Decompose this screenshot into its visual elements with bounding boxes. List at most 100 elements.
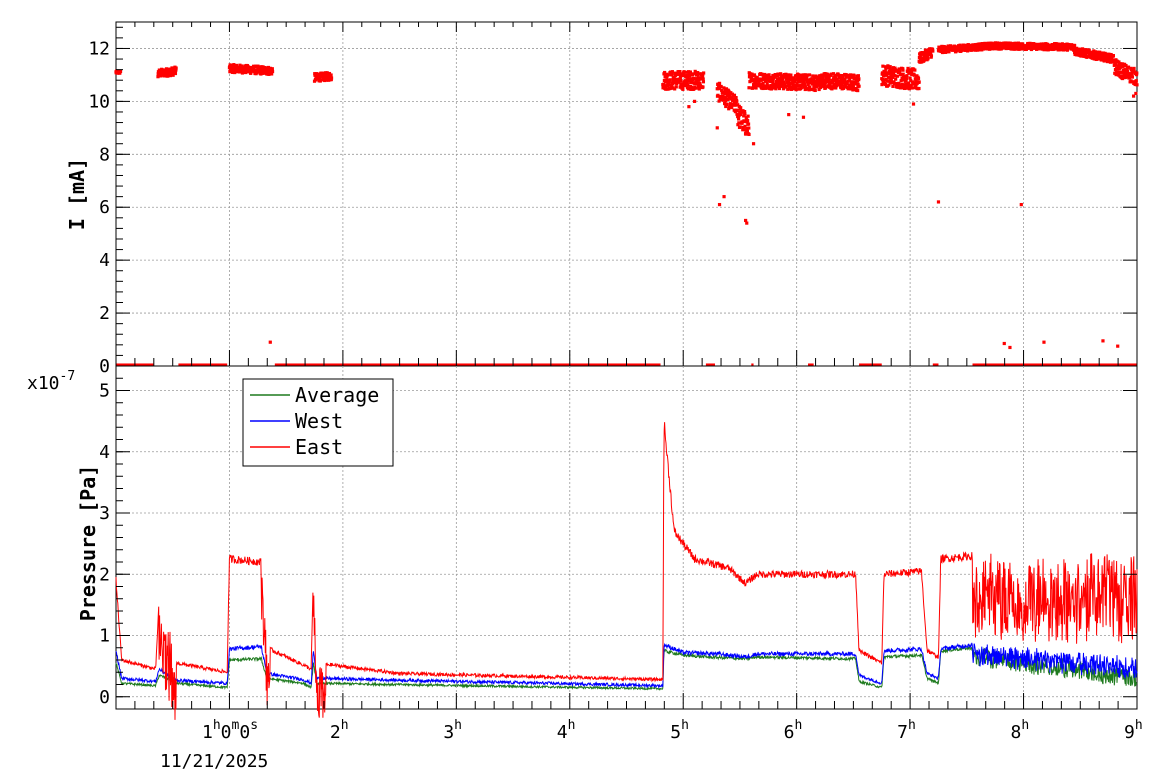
current-point: [732, 93, 737, 97]
current-point: [1114, 71, 1118, 75]
current-point: [167, 72, 171, 76]
current-point: [329, 76, 334, 80]
current-point: [260, 68, 264, 72]
current-point: [173, 71, 178, 76]
x-axis-date: 11/21/2025: [160, 751, 268, 772]
current-point: [327, 71, 332, 76]
current-point: [724, 96, 728, 100]
current-point: [764, 79, 768, 83]
current-point: [730, 97, 734, 101]
current-point: [257, 70, 261, 74]
current-point: [910, 80, 915, 84]
current-point: [787, 113, 791, 117]
current-point: [810, 87, 814, 92]
current-point: [329, 73, 333, 77]
current-point: [670, 73, 674, 77]
current-point: [857, 77, 861, 81]
current-point: [686, 83, 690, 87]
current-point: [664, 87, 668, 91]
current-point: [268, 340, 272, 344]
current-point: [795, 81, 799, 85]
current-point: [1016, 41, 1021, 45]
current-point: [747, 86, 751, 90]
x-tick-label: 4h: [557, 718, 576, 743]
current-point: [734, 96, 738, 100]
current-point: [822, 84, 826, 89]
current-point: [1119, 74, 1124, 78]
current-point: [720, 91, 725, 95]
current-point: [1101, 339, 1105, 343]
current-point: [817, 87, 821, 92]
current-point: [1077, 50, 1081, 54]
current-point: [1130, 75, 1135, 79]
current-point: [715, 126, 719, 130]
current-point: [925, 53, 929, 57]
current-point: [783, 82, 787, 86]
pressure-panel: 0 1 2 3 4 5 x10-7 Pressure [Pa]: [27, 365, 1138, 720]
current-point: [1135, 83, 1139, 87]
current-point: [894, 77, 898, 81]
current-point: [1021, 42, 1025, 46]
current-point: [851, 83, 855, 87]
current-point: [747, 126, 751, 130]
current-point: [716, 93, 720, 97]
current-point: [1042, 340, 1046, 344]
current-point: [678, 74, 683, 78]
y-tick-label: 4: [99, 442, 110, 463]
current-point: [1124, 75, 1128, 79]
current-point: [1008, 345, 1012, 350]
current-point: [898, 83, 902, 87]
current-point: [902, 86, 907, 91]
y-tick-label: 10: [88, 91, 110, 112]
current-point: [743, 112, 747, 116]
current-point: [818, 74, 822, 78]
y-tick-label: 0: [99, 687, 110, 708]
current-point: [767, 75, 771, 79]
current-point: [671, 81, 675, 85]
current-point: [854, 82, 858, 86]
current-point: [700, 75, 705, 79]
current-point: [697, 87, 701, 91]
legend-label-east: East: [295, 435, 343, 459]
current-point: [771, 73, 775, 78]
current-point: [1126, 65, 1131, 69]
current-point: [885, 65, 889, 70]
current-point: [717, 202, 722, 207]
current-point: [264, 66, 268, 71]
current-point: [1114, 72, 1118, 77]
current-point: [890, 72, 894, 76]
current-point: [747, 132, 751, 137]
current-point: [795, 84, 799, 88]
current-point: [907, 87, 911, 91]
x-tick-label: 9h: [1124, 718, 1143, 743]
current-point: [751, 142, 756, 146]
current-point: [893, 74, 897, 78]
current-point: [784, 72, 788, 76]
current-point: [887, 83, 891, 87]
current-point: [1103, 51, 1107, 56]
current-point: [675, 82, 679, 86]
x-tick-label: 3h: [443, 718, 462, 743]
current-point: [231, 70, 235, 75]
current-point: [324, 78, 328, 82]
current-point: [735, 108, 739, 113]
current-point: [852, 73, 856, 77]
current-point: [1087, 48, 1091, 52]
current-point: [741, 125, 745, 130]
current-point: [782, 87, 786, 91]
current-point: [746, 119, 750, 123]
current-point: [252, 67, 256, 71]
current-point: [693, 69, 697, 73]
current-point: [695, 79, 699, 83]
current-point: [1123, 68, 1127, 72]
current-point: [738, 125, 742, 129]
current-point: [679, 79, 683, 83]
current-point: [890, 69, 894, 73]
current-point: [666, 73, 670, 77]
current-point: [691, 72, 695, 76]
current-point: [1073, 43, 1077, 48]
current-point: [786, 87, 790, 91]
current-point: [828, 83, 832, 87]
current-point: [233, 68, 237, 73]
current-point: [829, 72, 833, 76]
